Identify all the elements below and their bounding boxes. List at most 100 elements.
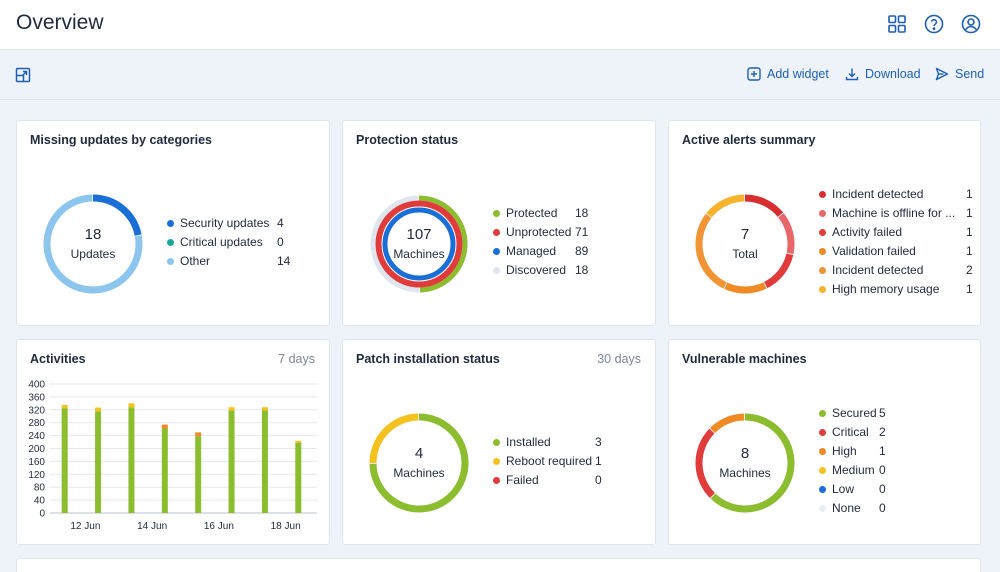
activity-bar (128, 407, 135, 513)
legend-item[interactable]: Critical 2 (819, 424, 969, 443)
collapse-icon[interactable] (14, 66, 32, 84)
donut-segment (744, 194, 784, 217)
donut-segment (369, 413, 419, 464)
activity-bar (95, 411, 102, 513)
next-widget (16, 558, 981, 572)
legend-item[interactable]: Failed 0 (493, 472, 643, 491)
legend-item[interactable]: Critical updates 0 (167, 234, 317, 253)
donut-center-value: 18 (84, 226, 102, 243)
donut-center-value: 107 (406, 226, 432, 243)
widget-title: Missing updates by categories (30, 133, 212, 147)
send-button[interactable]: Send (935, 67, 984, 81)
legend-label: Discovered (506, 263, 567, 277)
legend-label: Critical (832, 425, 869, 439)
add-widget-button[interactable]: Add widget (747, 67, 829, 81)
legend-item[interactable]: Installed 3 (493, 434, 643, 453)
donut-center-value: 4 (414, 445, 424, 462)
legend-item[interactable]: Other 14 (167, 253, 317, 272)
donut-segment (375, 200, 463, 288)
vulnerable-machines-widget: Vulnerable machines 8 Machines Secured 5 C… (668, 339, 981, 545)
y-tick-label: 40 (34, 496, 46, 507)
legend-dot (493, 439, 500, 446)
legend-item[interactable]: Reboot required 1 (493, 453, 643, 472)
legend-item[interactable]: Unprotected 71 (493, 224, 643, 243)
patch-installation-legend: Installed 3 Reboot required 1 Failed 0 (493, 434, 643, 491)
y-tick-label: 280 (28, 418, 45, 429)
legend-item[interactable]: Activity failed 1 (819, 224, 974, 243)
legend-label: Incident detected (832, 187, 924, 201)
legend-item[interactable]: Discovered 18 (493, 262, 643, 281)
y-tick-label: 0 (39, 509, 45, 520)
legend-label: Reboot required (506, 454, 593, 468)
help-icon[interactable] (923, 13, 945, 35)
activities-widget: Activities 7 days 0 40 80 120 160 200 240 280 32… (16, 339, 330, 545)
period-selector[interactable]: 30 days (597, 352, 641, 366)
activity-bar (161, 428, 168, 513)
legend-value: 1 (966, 187, 973, 201)
legend-dot (493, 458, 500, 465)
add-icon (747, 67, 761, 81)
legend-label: Medium (832, 463, 875, 477)
legend-label: Validation failed (832, 244, 916, 258)
donut-segment (43, 194, 143, 294)
missing-updates-donut: 18 Updates (42, 193, 144, 295)
legend-value: 14 (277, 254, 291, 268)
period-selector[interactable]: 7 days (278, 352, 315, 366)
legend-dot (819, 505, 826, 512)
legend-dot (819, 467, 826, 474)
activity-bar (95, 407, 102, 412)
legend-item[interactable]: Secured 5 (819, 405, 969, 424)
legend-label: Critical updates (180, 235, 263, 249)
legend-dot (819, 248, 826, 255)
legend-value: 3 (595, 435, 602, 449)
legend-item[interactable]: Incident detected 2 (819, 262, 974, 281)
legend-dot (819, 486, 826, 493)
widget-title: Protection status (356, 133, 459, 147)
toolbar: Add widget Download Send (0, 50, 1000, 100)
activity-bar (295, 440, 302, 443)
legend-item[interactable]: Validation failed 1 (819, 243, 974, 262)
download-label: Download (865, 67, 921, 81)
legend-item[interactable]: High memory usage 1 (819, 281, 974, 300)
legend-item[interactable]: Machine is offline for ... 1 (819, 205, 974, 224)
activity-bar (195, 432, 202, 437)
donut-segment (370, 195, 420, 293)
legend-dot (819, 210, 826, 217)
legend-label: Installed (506, 435, 551, 449)
missing-updates-widget: Missing updates by categories 18 Updates… (16, 120, 330, 326)
legend-label: Unprotected (506, 225, 572, 239)
download-button[interactable]: Download (845, 67, 921, 81)
legend-item[interactable]: Protected 18 (493, 205, 643, 224)
legend-label: Protected (506, 206, 558, 220)
legend-item[interactable]: Security updates 4 (167, 215, 317, 234)
legend-item[interactable]: None 0 (819, 500, 969, 519)
legend-value: 1 (966, 225, 973, 239)
legend-item[interactable]: Low 0 (819, 481, 969, 500)
legend-dot (819, 191, 826, 198)
user-account-icon[interactable] (960, 13, 982, 35)
y-tick-label: 80 (34, 483, 46, 494)
legend-item[interactable]: Medium 0 (819, 462, 969, 481)
vulnerable-machines-legend: Secured 5 Critical 2 High 1 Medium 0 Low 0 None 0 (819, 405, 969, 519)
donut-segment (724, 282, 767, 294)
legend-value: 18 (575, 206, 589, 220)
donut-segment (418, 195, 468, 293)
y-tick-label: 360 (28, 392, 45, 403)
activity-bar (61, 408, 68, 513)
activity-bar (261, 407, 268, 411)
legend-value: 1 (966, 244, 973, 258)
widget-title: Patch installation status (356, 352, 500, 366)
active-alerts-donut: 7 Total (694, 193, 796, 295)
send-icon (935, 67, 949, 81)
grid-view-icon[interactable] (886, 13, 908, 35)
donut-center-value: 7 (740, 226, 750, 243)
legend-item[interactable]: High 1 (819, 443, 969, 462)
legend-value: 89 (575, 244, 589, 258)
patch-installation-donut: 4 Machines (368, 412, 470, 514)
legend-item[interactable]: Managed 89 (493, 243, 643, 262)
legend-dot (819, 229, 826, 236)
legend-item[interactable]: Incident detected 1 (819, 186, 974, 205)
legend-label: Failed (506, 473, 539, 487)
donut-segment (382, 207, 456, 281)
donut-center-label: Machines (393, 247, 445, 261)
